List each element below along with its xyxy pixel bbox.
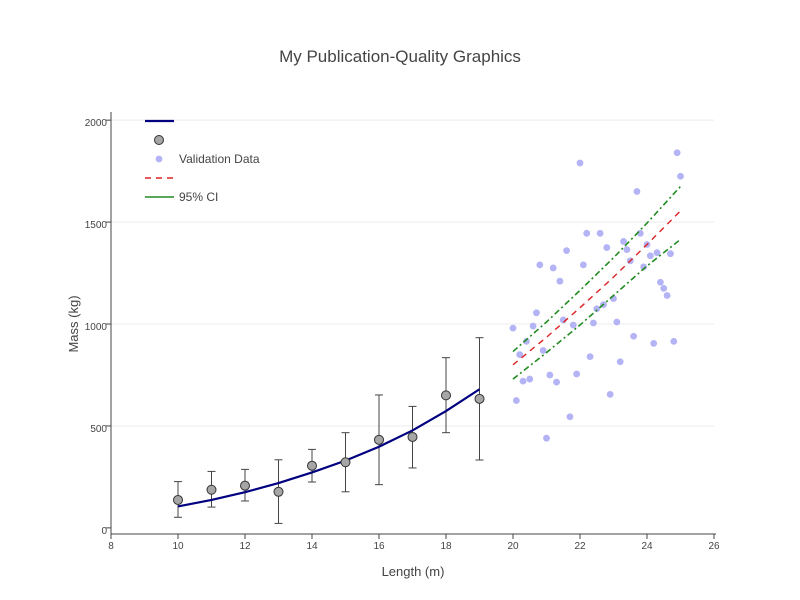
validation-point <box>529 322 537 330</box>
validation-point <box>613 318 621 326</box>
ci-upper-line <box>512 185 682 353</box>
observed-point <box>374 434 384 445</box>
validation-point <box>546 371 554 379</box>
y-tick-label: 0 <box>101 526 107 537</box>
validation-point <box>630 332 637 340</box>
y-tick-label: 2000 <box>85 118 108 129</box>
y-tick-label: 1000 <box>85 322 108 333</box>
y-axis-title: Mass (kg) <box>66 295 81 352</box>
validation-point <box>569 321 577 329</box>
validation-point <box>573 370 581 378</box>
validation-point <box>633 188 641 195</box>
legend: Validation Data 95% CI <box>145 119 260 204</box>
validation-point <box>640 263 648 271</box>
validation-point <box>657 278 664 286</box>
grid-layer <box>111 119 714 427</box>
validation-point <box>563 247 570 255</box>
validation-point <box>556 277 564 285</box>
validation-point <box>596 229 604 237</box>
validation-point <box>566 413 574 421</box>
validation-point <box>536 261 544 269</box>
prediction-line <box>512 210 681 366</box>
validation-point <box>603 244 611 251</box>
validation-point <box>512 397 520 404</box>
observed-point <box>407 431 418 442</box>
y-tick-label: 1500 <box>85 220 108 231</box>
observed-point <box>173 494 183 505</box>
data-layer <box>173 149 684 524</box>
validation-point <box>539 347 547 354</box>
validation-point <box>516 351 524 358</box>
validation-point <box>616 358 624 366</box>
y-tick-label: 500 <box>90 424 107 435</box>
observed-point <box>474 393 485 404</box>
ci-lower-line <box>512 238 681 380</box>
observed-point <box>273 486 284 497</box>
x-tick-label: 16 <box>373 541 385 552</box>
fit-line <box>177 388 481 508</box>
validation-point <box>663 292 671 299</box>
validation-point <box>623 246 631 254</box>
validation-point <box>579 261 587 269</box>
legend-ci-label: 95% CI <box>179 190 218 204</box>
validation-point <box>549 264 557 272</box>
validation-point <box>660 284 668 292</box>
x-tick-label: 10 <box>172 541 184 552</box>
observed-point <box>340 457 351 468</box>
x-tick-label: 14 <box>306 541 318 552</box>
validation-point <box>576 159 584 167</box>
x-tick-label: 24 <box>641 541 653 552</box>
validation-point <box>677 172 684 180</box>
observed-point <box>206 484 217 495</box>
x-tick-label: 18 <box>440 541 452 552</box>
validation-point <box>553 378 560 386</box>
axes-layer: 8 10 12 14 16 18 20 22 24 26 0 500 1000 1500 2000 <box>85 112 720 552</box>
validation-point <box>620 238 627 245</box>
x-tick-label: 8 <box>108 541 114 552</box>
validation-point <box>533 309 540 317</box>
x-tick-label: 26 <box>708 541 720 552</box>
validation-point <box>519 377 527 385</box>
validation-point <box>653 249 661 257</box>
validation-point <box>583 229 591 237</box>
validation-point <box>606 390 614 398</box>
observed-point <box>240 480 250 491</box>
chart-title: My Publication-Quality Graphics <box>279 47 521 66</box>
validation-point <box>590 319 597 327</box>
observed-point <box>441 390 451 401</box>
validation-point <box>593 305 601 313</box>
validation-point <box>543 434 550 442</box>
validation-point <box>673 149 681 157</box>
validation-point <box>509 324 517 332</box>
x-tick-label: 12 <box>239 541 251 552</box>
legend-validation-swatch <box>155 155 163 163</box>
x-axis-title: Length (m) <box>382 564 445 579</box>
validation-point <box>650 339 658 347</box>
validation-point <box>526 375 534 383</box>
validation-point <box>586 353 594 361</box>
validation-point <box>670 337 678 345</box>
legend-validation-label: Validation Data <box>179 152 260 166</box>
validation-point <box>646 252 654 260</box>
validation-point <box>667 250 674 258</box>
x-tick-label: 22 <box>574 541 586 552</box>
x-tick-label: 20 <box>507 541 519 552</box>
validation-point <box>523 337 530 345</box>
observed-point <box>307 460 317 471</box>
legend-observed-swatch <box>154 135 164 145</box>
